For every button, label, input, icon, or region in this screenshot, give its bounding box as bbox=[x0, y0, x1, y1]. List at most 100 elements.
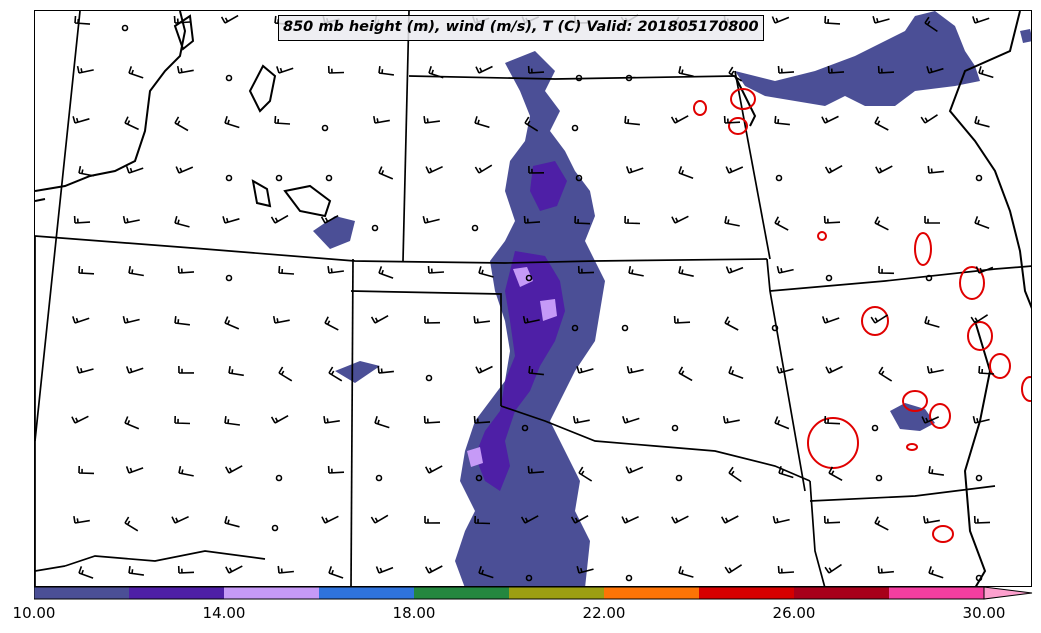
border-ks-ok bbox=[35, 235, 768, 264]
calm-wind-marker bbox=[275, 174, 283, 182]
wind-barb bbox=[224, 465, 243, 474]
wind-barb bbox=[926, 365, 944, 374]
wind-barb bbox=[270, 415, 289, 424]
shading-peak-2 bbox=[540, 299, 557, 321]
border-nm-tx bbox=[350, 258, 354, 586]
wind-barb bbox=[972, 416, 990, 424]
colorbar-segment bbox=[794, 587, 890, 599]
wind-barb bbox=[774, 216, 789, 231]
wind-barb bbox=[924, 216, 940, 224]
wind-barb bbox=[577, 265, 595, 274]
wind-barb bbox=[722, 415, 740, 424]
border-nm-ok bbox=[350, 290, 502, 406]
wind-barb bbox=[72, 316, 90, 324]
wind-barb bbox=[171, 515, 189, 524]
calm-wind-marker bbox=[521, 424, 529, 432]
wind-barb bbox=[874, 516, 889, 531]
wind-barb bbox=[378, 266, 394, 279]
wind-barb bbox=[824, 15, 841, 25]
calm-wind-marker bbox=[225, 74, 233, 82]
wind-barb bbox=[678, 366, 693, 382]
calm-wind-marker bbox=[375, 474, 383, 482]
wind-barb bbox=[720, 515, 739, 524]
wind-barb bbox=[520, 515, 539, 524]
wind-barb bbox=[478, 566, 494, 579]
calm-wind-marker bbox=[525, 274, 533, 282]
wind-barbs bbox=[71, 14, 995, 582]
wind-barb bbox=[328, 566, 344, 579]
wind-barb bbox=[877, 65, 895, 74]
wind-barb bbox=[978, 365, 995, 375]
wind-barb bbox=[78, 165, 94, 177]
border-az-nm bbox=[64, 550, 266, 567]
wind-barb bbox=[174, 415, 191, 425]
wind-barb bbox=[176, 65, 194, 74]
wind-barb bbox=[473, 415, 491, 424]
wind-barb bbox=[772, 516, 790, 524]
wind-barb bbox=[621, 515, 639, 524]
calm-wind-marker bbox=[625, 574, 633, 582]
border-mexico bbox=[35, 565, 66, 572]
shading-band-west bbox=[313, 216, 355, 249]
wind-barb bbox=[877, 565, 894, 574]
wind-barb bbox=[824, 563, 842, 574]
wind-barb bbox=[478, 266, 494, 278]
wind-barb bbox=[524, 116, 539, 132]
wind-barb bbox=[528, 165, 545, 174]
wind-barb bbox=[777, 565, 795, 574]
border-co-ks-ne bbox=[402, 11, 410, 262]
wind-barb bbox=[124, 516, 139, 532]
border-ks-mo bbox=[734, 70, 771, 260]
wind-barb bbox=[76, 366, 94, 374]
wind-barb bbox=[624, 215, 641, 225]
wind-barb bbox=[924, 16, 938, 33]
wind-barb bbox=[823, 215, 841, 224]
wind-barb bbox=[321, 515, 339, 524]
wind-barb bbox=[527, 65, 545, 74]
wind-barb bbox=[874, 116, 889, 131]
calm-wind-marker bbox=[325, 174, 333, 182]
shading-peak-3 bbox=[467, 447, 483, 467]
calm-wind-marker bbox=[321, 124, 329, 132]
wind-barb bbox=[327, 265, 345, 274]
wind-barb bbox=[870, 314, 889, 324]
wind-barb bbox=[622, 416, 640, 424]
border-ok-tx bbox=[500, 405, 811, 482]
calm-wind-marker bbox=[575, 174, 583, 182]
wind-barb bbox=[224, 415, 241, 426]
calm-wind-marker bbox=[225, 274, 233, 282]
wind-barb bbox=[222, 216, 240, 224]
wind-barb bbox=[874, 216, 889, 231]
wind-barb bbox=[320, 215, 339, 224]
wind-barb bbox=[378, 166, 394, 180]
wind-barb bbox=[373, 115, 390, 124]
wind-barb bbox=[872, 15, 890, 24]
calm-wind-marker bbox=[925, 274, 933, 282]
wind-barb bbox=[78, 465, 95, 475]
shading-peak-1 bbox=[513, 267, 533, 287]
colorbar-segment bbox=[604, 587, 700, 599]
wind-barb bbox=[74, 15, 91, 25]
coastlines bbox=[35, 11, 1031, 586]
calm-wind-marker bbox=[875, 474, 883, 482]
wind-barb bbox=[474, 515, 491, 525]
wind-barb bbox=[670, 115, 689, 124]
calm-wind-marker bbox=[975, 574, 983, 582]
wind-barb bbox=[377, 365, 394, 374]
calm-wind-marker bbox=[625, 74, 633, 82]
wind-barb bbox=[777, 65, 795, 74]
wind-barb bbox=[728, 366, 744, 379]
wind-barb bbox=[724, 316, 739, 331]
wind-barb bbox=[422, 216, 440, 224]
wind-barb bbox=[974, 115, 990, 128]
wind-barb bbox=[178, 365, 195, 374]
calm-wind-marker bbox=[121, 24, 129, 32]
border-tx-la bbox=[809, 480, 826, 586]
wind-barb bbox=[921, 416, 940, 424]
wind-barb bbox=[473, 316, 490, 324]
wind-barb bbox=[173, 15, 191, 24]
border-ut-az-west bbox=[35, 11, 81, 442]
wind-barb bbox=[220, 14, 239, 24]
wind-barb bbox=[224, 515, 240, 528]
wind-barb bbox=[128, 66, 144, 79]
